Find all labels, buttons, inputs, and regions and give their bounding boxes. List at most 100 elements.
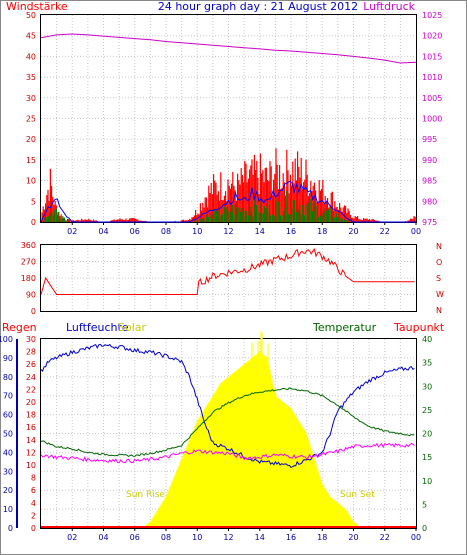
pressure-tick-label: 1015 (422, 52, 442, 61)
temp-tick-label: 15 (422, 453, 432, 462)
x-tick-label: 22 (380, 227, 390, 236)
rain-tick-label: 10 (26, 461, 36, 470)
pressure-axis-right: 975 980 985 990 995 1000 1005 1010 1015 1020 1025 (422, 11, 442, 227)
x-tick-label: 08 (161, 227, 171, 236)
direction-tick-label: 360 (21, 241, 36, 250)
temp-tick-label: 0 (422, 524, 427, 533)
pressure-tick-label: 995 (422, 135, 437, 144)
wind-tick-label: 5 (31, 197, 36, 206)
x-tick-label: 10 (192, 227, 202, 236)
humidity-tick-label: 90 (3, 354, 13, 363)
rain-tick-label: 4 (31, 499, 36, 508)
rain-tick-label: 16 (26, 423, 36, 432)
humidity-tick-label: 0 (8, 524, 13, 533)
rain-tick-label: 18 (26, 411, 36, 420)
rain-tick-label: 6 (31, 486, 36, 495)
x-tick-label: 02 (67, 227, 77, 236)
temp-tick-label: 40 (422, 335, 432, 344)
compass-label: O (436, 258, 442, 267)
wind-tick-label: 0 (31, 218, 36, 227)
x-tick-label: 16 (286, 533, 296, 542)
x-tick-label: 02 (67, 533, 77, 542)
wind-tick-label: 45 (26, 32, 36, 41)
x-tick-label: 00 (411, 227, 421, 236)
pressure-tick-label: 1005 (422, 94, 442, 103)
humidity-tick-label: 50 (3, 430, 13, 439)
taupunkt-label: Taupunkt (393, 321, 445, 334)
direction-tick-label: 270 (21, 258, 36, 267)
luftfeuchte-label: Luftfeuchte (66, 321, 129, 334)
x-tick-label: 14 (255, 533, 265, 542)
temperature-line (40, 387, 415, 458)
direction-tick-label: 0 (31, 307, 36, 316)
pressure-tick-label: 1020 (422, 32, 442, 41)
temperatur-label: Temperatur (312, 321, 377, 334)
humidity-tick-label: 40 (3, 448, 13, 457)
compass-label: S (436, 274, 441, 283)
x-tick-label: 10 (192, 533, 202, 542)
regen-label: Regen (2, 321, 37, 334)
temp-tick-label: 30 (422, 382, 432, 391)
temp-tick-label: 25 (422, 406, 432, 415)
rain-tick-label: 30 (26, 335, 36, 344)
humidity-tick-label: 80 (3, 373, 13, 382)
humidity-tick-label: 10 (3, 505, 13, 514)
wind-axis-x: 02 04 06 08 10 12 14 16 18 20 22 00 (67, 222, 421, 236)
humidity-tick-label: 70 (3, 392, 13, 401)
x-tick-label: 04 (98, 227, 108, 236)
weather-panel-series (40, 331, 416, 528)
rain-tick-label: 22 (26, 385, 36, 394)
direction-tick-label: 180 (21, 274, 36, 283)
humidity-tick-label: 20 (3, 486, 13, 495)
rain-tick-label: 28 (26, 348, 36, 357)
direction-panel-series (40, 248, 415, 295)
sunrise-annotation: Sun Rise (126, 490, 165, 500)
x-tick-label: 12 (223, 227, 233, 236)
x-tick-label: 00 (411, 533, 421, 542)
direction-tick-label: 90 (26, 291, 36, 300)
wind-direction-line (40, 248, 415, 295)
weather-axis-x: 02 04 06 08 10 12 14 16 18 20 22 00 (67, 528, 421, 542)
humidity-line (40, 343, 415, 469)
pressure-tick-label: 1010 (422, 73, 442, 82)
wind-tick-label: 40 (26, 52, 36, 61)
rain-tick-label: 12 (26, 448, 36, 457)
wind-panel-series (40, 33, 417, 223)
weather-panel-grid (41, 339, 416, 528)
x-tick-label: 06 (130, 227, 140, 236)
compass-label: N (436, 242, 442, 251)
windstaerke-label: Windstärke (6, 0, 68, 13)
temp-tick-label: 5 (422, 500, 427, 509)
rain-tick-label: 14 (26, 436, 36, 445)
wind-axis-left: 0 5 10 15 20 25 30 35 40 45 50 (26, 11, 36, 227)
x-tick-label: 18 (317, 227, 327, 236)
temp-tick-label: 20 (422, 430, 432, 439)
x-tick-label: 22 (380, 533, 390, 542)
sunset-annotation: Sun Set (340, 490, 375, 500)
rain-tick-label: 26 (26, 360, 36, 369)
x-tick-label: 18 (317, 533, 327, 542)
x-tick-label: 16 (286, 227, 296, 236)
humidity-tick-label: 60 (3, 411, 13, 420)
pressure-tick-label: 990 (422, 156, 437, 165)
wind-tick-label: 20 (26, 135, 36, 144)
x-tick-label: 04 (98, 533, 108, 542)
weather-axes: 0102030405060708090100024681012141618202… (0, 335, 432, 533)
direction-axis-left: 0 90 180 270 360 (21, 241, 36, 316)
x-tick-label: 14 (255, 227, 265, 236)
direction-panel-frame (40, 244, 417, 312)
compass-label: W (436, 290, 444, 299)
page-title: 24 hour graph day : 21 August 2012 (158, 0, 358, 13)
humidity-tick-label: 30 (3, 467, 13, 476)
direction-panel-grid (41, 245, 416, 311)
wind-tick-label: 10 (26, 177, 36, 186)
wind-tick-label: 25 (26, 115, 36, 124)
x-tick-label: 20 (348, 227, 358, 236)
pressure-tick-label: 1000 (422, 115, 442, 124)
rain-tick-label: 20 (26, 398, 36, 407)
humidity-tick-label: 100 (0, 335, 13, 344)
rain-tick-label: 8 (31, 474, 36, 483)
solar-label: Solar (118, 321, 147, 334)
x-tick-label: 08 (161, 533, 171, 542)
